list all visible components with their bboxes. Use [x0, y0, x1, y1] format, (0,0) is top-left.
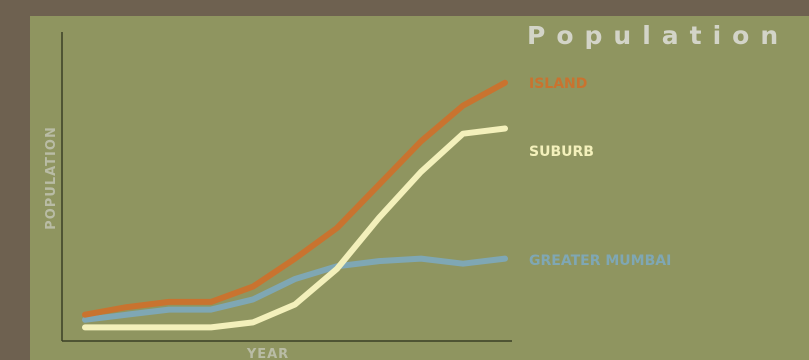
- series-line-island: [82, 79, 508, 318]
- y-axis-label: POPULATION: [44, 126, 59, 230]
- legend-label-greater-mumbai: GREATER MUMBAI: [529, 253, 671, 269]
- series-group: [82, 79, 508, 331]
- chart-title: Population: [527, 21, 789, 50]
- legend: ISLAND SUBURB GREATER MUMBAI: [529, 76, 671, 269]
- series-line-suburb: [82, 125, 508, 331]
- legend-label-island: ISLAND: [529, 76, 587, 92]
- series-line-greater-mumbai: [82, 255, 508, 323]
- legend-label-suburb: SUBURB: [529, 144, 594, 160]
- x-axis-label: YEAR: [246, 347, 289, 360]
